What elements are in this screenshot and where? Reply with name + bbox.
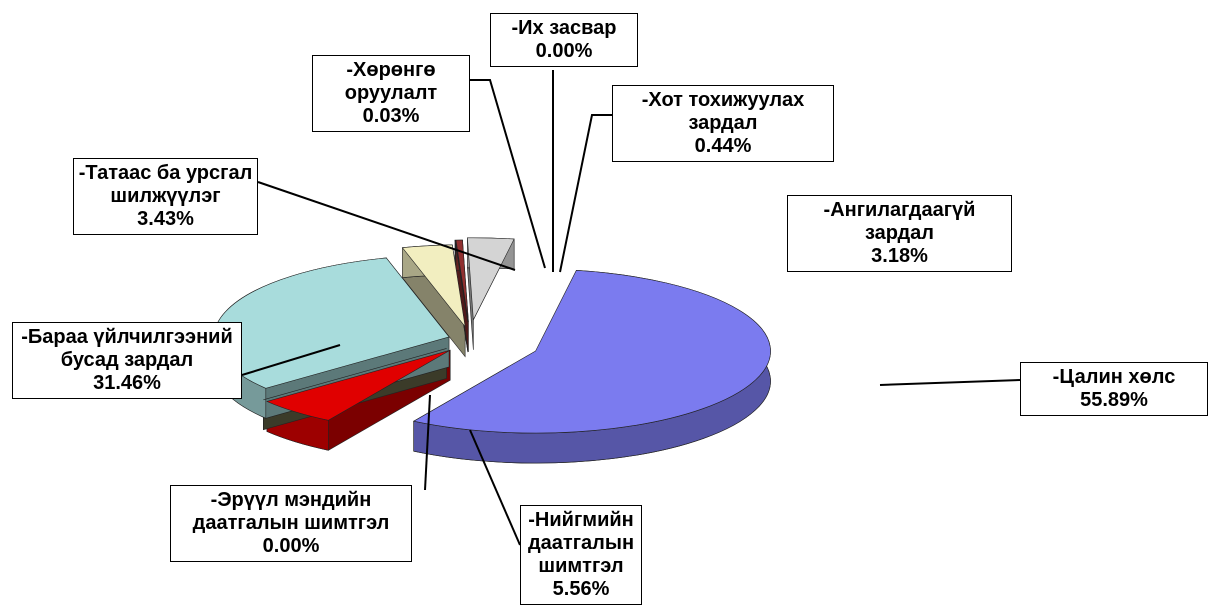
value-label: 3.18% [871, 245, 928, 267]
pie-slice [412, 270, 771, 434]
pie-slice [401, 244, 466, 328]
data-label: -Татаас ба урсгал шилжүүлэг 3.43% [73, 158, 258, 235]
leader-line [241, 344, 341, 376]
pie-slice [455, 239, 469, 323]
value-label: 0.00% [535, 40, 593, 62]
value-label: 0.44% [694, 135, 752, 157]
data-label: -Их засвар 0.00% [490, 13, 638, 67]
value-label: 0.03% [362, 105, 420, 127]
leader-line [257, 181, 516, 271]
category-label: -Ангилагдаагүй зардал [823, 199, 976, 244]
category-label: -Эрүүл мэндийн даатгалын шимтгэл [192, 489, 390, 534]
leader-line [879, 379, 1021, 386]
data-label: -Эрүүл мэндийн даатгалын шимтгэл 0.00% [170, 485, 412, 562]
category-label: -Хөрөнгө оруулалт [344, 59, 438, 104]
category-label: -Хот тохижуулах зардал [641, 89, 805, 134]
leader-line [559, 114, 612, 273]
value-label: 0.00% [262, 535, 320, 557]
category-label: -Нийгмийн даатгалын шимтгэл [527, 509, 635, 577]
data-label: -Бараа үйлчилгээний бусад зардал 31.46% [12, 322, 242, 399]
category-label: -Их засвар [511, 17, 617, 39]
pie-slice [467, 237, 515, 321]
data-label: -Ангилагдаагүй зардал 3.18% [787, 195, 1012, 272]
leader-line [424, 394, 431, 491]
leader-line [470, 79, 546, 269]
slice-tops [213, 237, 771, 434]
data-label: -Нийгмийн даатгалын шимтгэл 5.56% [520, 505, 642, 605]
value-label: 55.89% [1080, 389, 1148, 411]
value-label: 5.56% [552, 578, 610, 600]
value-label: 3.43% [137, 208, 194, 230]
pie-slice [266, 349, 451, 421]
category-label: -Бараа үйлчилгээний бусад зардал [21, 326, 233, 371]
data-label: -Хөрөнгө оруулалт 0.03% [312, 55, 470, 132]
data-label: -Цалин хөлс 55.89% [1020, 362, 1208, 416]
leader-line [469, 429, 521, 546]
data-label: -Хот тохижуулах зардал 0.44% [612, 85, 834, 162]
value-label: 31.46% [93, 372, 161, 394]
category-label: -Цалин хөлс [1052, 366, 1176, 388]
category-label: -Татаас ба урсгал шилжүүлэг [78, 162, 253, 207]
